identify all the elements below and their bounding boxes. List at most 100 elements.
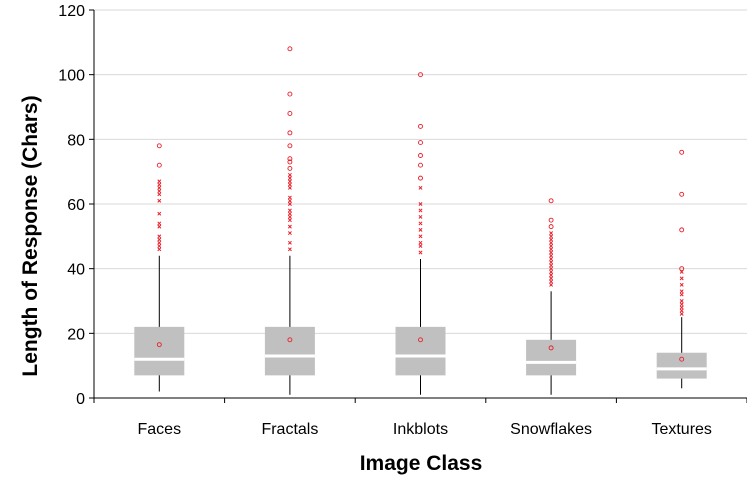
outlier-x: [157, 179, 162, 184]
box: [134, 326, 185, 376]
outlier-x: [549, 269, 554, 274]
outlier-x: [418, 221, 423, 226]
outlier-o: [418, 162, 423, 168]
outlier-x: [418, 227, 423, 232]
outlier-x: [157, 189, 162, 194]
outlier-o: [418, 140, 423, 146]
axes: [89, 9, 747, 403]
outlier-x: [418, 240, 423, 245]
outlier-x: [157, 185, 162, 190]
x-tick-label: Fractals: [261, 421, 318, 438]
outlier-o: [156, 143, 162, 149]
outlier-x: [549, 240, 554, 245]
outlier-x: [287, 185, 292, 190]
outlier-x: [549, 263, 554, 268]
outlier-o: [287, 165, 293, 171]
outlier-o: [287, 143, 293, 149]
outlier-x: [157, 221, 162, 226]
outlier-x: [157, 240, 162, 245]
outlier-x: [418, 250, 423, 255]
outlier-x: [549, 244, 554, 248]
outlier-o: [679, 191, 685, 197]
outlier-x: [679, 302, 684, 307]
x-axis-title: Image Class: [360, 452, 483, 475]
outlier-x: [418, 208, 423, 213]
y-axis-title: Length of Response (Chars): [19, 95, 42, 376]
x-tick-label: Inkblots: [393, 421, 448, 438]
outlier-x: [287, 240, 292, 245]
outlier-x: [157, 234, 162, 239]
box: [656, 352, 707, 379]
outlier-x: [418, 234, 423, 239]
outlier-o: [679, 227, 685, 233]
outlier-x: [549, 260, 554, 265]
mean-marker: [287, 337, 293, 343]
y-tick-label: 40: [67, 262, 85, 279]
outlier-o: [287, 156, 293, 162]
outlier-x: [679, 292, 684, 297]
outlier-o: [287, 111, 293, 116]
outlier-x: [418, 202, 423, 206]
outlier-x: [549, 279, 554, 284]
outlier-x: [287, 172, 292, 177]
x-tick-label: Faces: [138, 421, 182, 438]
outlier-x: [549, 250, 554, 255]
outlier-x: [679, 308, 684, 313]
outlier-x: [418, 214, 423, 219]
outlier-x: [679, 299, 684, 303]
outlier-o: [287, 130, 293, 136]
outlier-x: [287, 231, 292, 236]
outlier-x: [549, 273, 554, 278]
outlier-x: [679, 289, 684, 294]
outlier-x: [157, 224, 162, 229]
outlier-x: [287, 202, 292, 206]
outlier-o: [418, 153, 423, 158]
mean-marker: [679, 356, 685, 362]
outlier-x: [287, 208, 292, 213]
outlier-x: [549, 231, 554, 236]
y-tick-label: 100: [58, 68, 85, 85]
outlier-x: [287, 211, 292, 216]
box: [395, 326, 446, 376]
outlier-x: [157, 198, 162, 203]
boxes: [134, 255, 707, 395]
outlier-x: [157, 182, 162, 187]
y-tick-label: 0: [76, 391, 85, 408]
outlier-o: [679, 149, 685, 155]
outlier-x: [157, 192, 162, 197]
outlier-x: [287, 176, 292, 181]
outlier-o: [156, 162, 162, 168]
outlier-o: [548, 224, 554, 230]
outlier-x: [549, 266, 554, 271]
outlier-x: [679, 282, 684, 287]
mean-marker: [418, 337, 423, 343]
outlier-x: [287, 247, 292, 252]
outlier-x: [287, 195, 292, 200]
x-tick-label: Snowflakes: [510, 421, 592, 438]
outlier-x: [287, 214, 292, 219]
outlier-x: [549, 247, 554, 252]
outlier-x: [549, 253, 554, 258]
outlier-o: [418, 72, 423, 78]
mean-marker: [548, 345, 554, 351]
y-tick-label: 80: [67, 132, 85, 149]
y-tick-label: 120: [58, 3, 85, 20]
outlier-x: [549, 237, 554, 242]
box: [264, 326, 315, 376]
outlier-x: [679, 276, 684, 281]
y-tick-label: 60: [67, 197, 85, 214]
outlier-x: [549, 282, 554, 287]
outlier-x: [679, 305, 684, 310]
outlier-x: [549, 276, 554, 281]
outlier-x: [287, 198, 292, 203]
outlier-o: [287, 46, 293, 52]
outlier-x: [418, 185, 423, 190]
mean-marker: [156, 342, 162, 348]
tick-labels: 0 20 40 60 80 100 120 Faces Fractals Inkblots Snow…: [58, 3, 712, 438]
outlier-x: [418, 244, 423, 248]
outlier-o: [418, 123, 423, 129]
outlier-o: [418, 175, 423, 181]
outlier-x: [549, 257, 554, 261]
outlier-o: [548, 217, 554, 223]
